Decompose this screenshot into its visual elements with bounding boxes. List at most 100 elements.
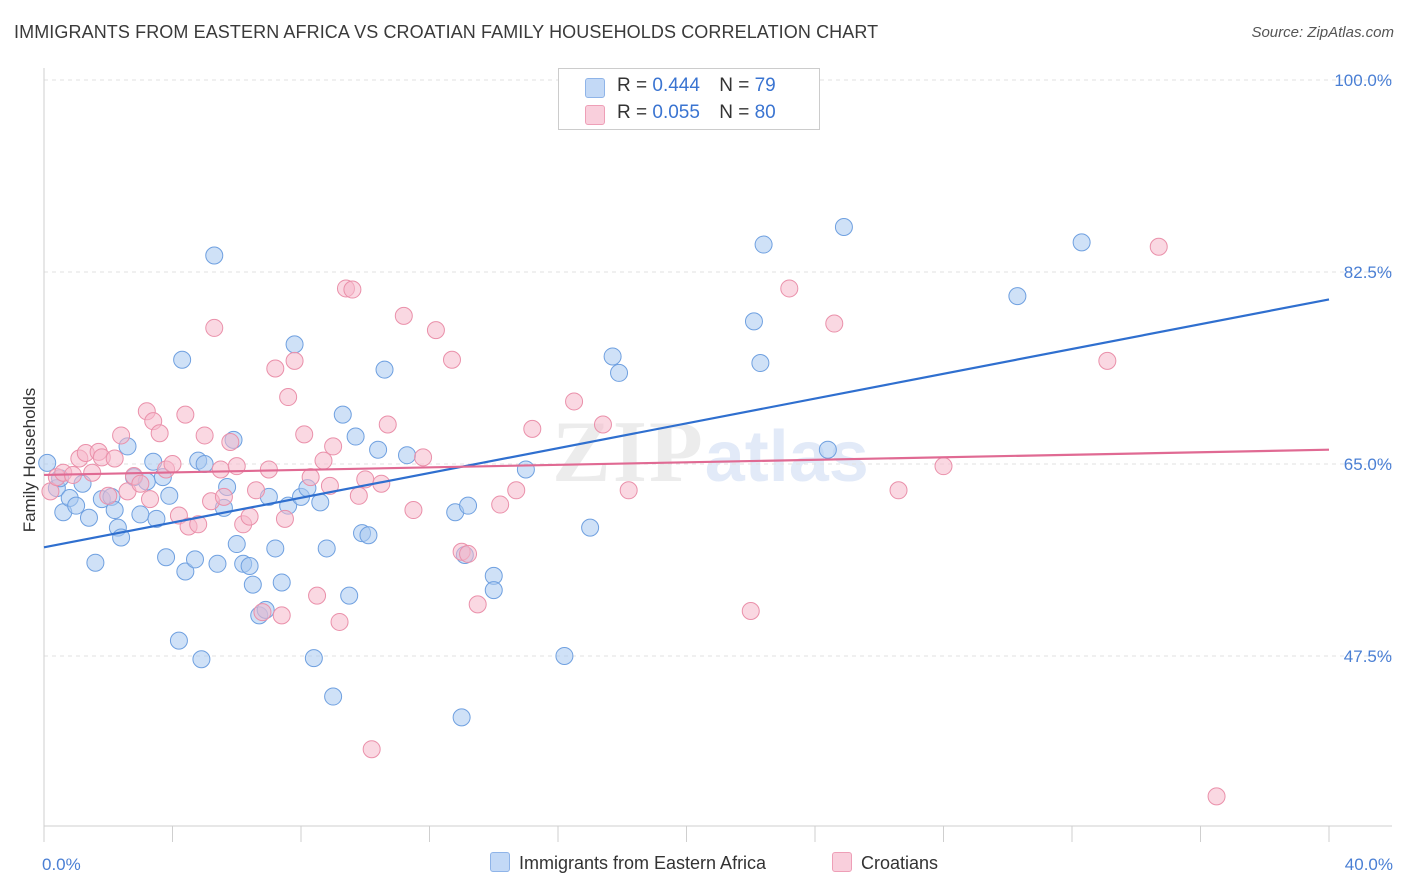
legend-row-pink: R = 0.055 N = 80	[585, 102, 776, 125]
blue-trend-line	[43, 298, 1330, 549]
blue-point	[205, 246, 224, 265]
blue-point	[369, 440, 388, 459]
blue-point	[340, 586, 359, 605]
blue-point	[176, 562, 195, 581]
blue-point	[67, 496, 86, 515]
pink-point	[825, 314, 844, 333]
pink-point	[343, 280, 362, 299]
pink-point	[330, 612, 349, 631]
pink-point	[593, 415, 612, 434]
legend-row-blue: R = 0.444 N = 79	[585, 75, 776, 98]
blue-point	[555, 646, 574, 665]
blue-point	[818, 440, 837, 459]
pink-point	[394, 306, 413, 325]
pink-point	[491, 495, 510, 514]
blue-point	[311, 493, 330, 512]
blue-point	[157, 548, 176, 567]
blue-point	[317, 539, 336, 558]
pink-point	[150, 424, 169, 443]
blue-point	[304, 649, 323, 668]
pink-point	[279, 388, 298, 407]
y-tick-label: 82.5%	[1344, 263, 1392, 282]
pink-point	[324, 437, 343, 456]
pink-point	[507, 481, 526, 500]
pink-point	[523, 419, 542, 438]
bottom-legend-pink: Croatians	[832, 852, 938, 874]
blue-point	[243, 575, 262, 594]
pink-point	[308, 586, 327, 605]
blue-point	[266, 539, 285, 558]
pink-point	[214, 487, 233, 506]
blue-point	[147, 509, 166, 528]
legend-pink-n-value: 80	[754, 102, 776, 123]
pink-point	[195, 426, 214, 445]
pink-point	[275, 509, 294, 528]
blue-point	[484, 581, 503, 600]
blue-point	[285, 335, 304, 354]
legend-blue-r-value: 0.444	[652, 75, 700, 96]
pink-point	[105, 449, 124, 468]
blue-point	[272, 573, 291, 592]
blue-point	[38, 453, 57, 472]
pink-point	[619, 481, 638, 500]
blue-point	[581, 518, 600, 537]
pink-point	[141, 490, 160, 509]
blue-point	[516, 460, 535, 479]
pink-point	[889, 481, 908, 500]
pink-point	[295, 425, 314, 444]
y-tick-label: 65.0%	[1344, 455, 1392, 474]
blue-point	[1008, 287, 1027, 306]
blue-point	[398, 446, 417, 465]
legend-pink-n-label: N =	[719, 102, 755, 123]
blue-point	[603, 347, 622, 366]
pink-point	[205, 318, 224, 337]
pink-point	[1207, 787, 1226, 806]
bottom-legend-swatch-blue	[490, 852, 510, 872]
blue-point	[208, 554, 227, 573]
legend-pink-r-value: 0.055	[652, 102, 700, 123]
pink-point	[741, 601, 760, 620]
bottom-legend-label-pink: Croatians	[861, 853, 939, 873]
pink-point	[301, 468, 320, 487]
pink-point	[189, 515, 208, 534]
stats-legend: R = 0.444 N = 79 R = 0.055 N = 80	[558, 68, 820, 130]
legend-blue-r-label: R =	[617, 75, 653, 96]
blue-point	[79, 508, 98, 527]
y-tick-label: 47.5%	[1344, 647, 1392, 666]
pink-point	[320, 476, 339, 495]
pink-point	[442, 350, 461, 369]
blue-point	[452, 708, 471, 727]
bottom-legend-swatch-pink	[832, 852, 852, 872]
blue-point	[459, 496, 478, 515]
pink-point	[404, 501, 423, 520]
pink-point	[1098, 351, 1117, 370]
blue-point	[834, 218, 853, 237]
pink-point	[285, 351, 304, 370]
legend-swatch-blue	[585, 78, 605, 98]
legend-blue-n-label: N =	[719, 75, 755, 96]
pink-point	[163, 454, 182, 473]
blue-point	[744, 312, 763, 331]
blue-point	[324, 687, 343, 706]
blue-point	[131, 505, 150, 524]
pink-point	[266, 359, 285, 378]
pink-point	[934, 457, 953, 476]
x-tick-label-max: 40.0%	[1345, 855, 1393, 874]
pink-point	[426, 321, 445, 340]
pink-point	[240, 507, 259, 526]
blue-point	[375, 360, 394, 379]
x-tick-label-min: 0.0%	[42, 855, 81, 874]
blue-point	[240, 556, 259, 575]
pink-point	[378, 415, 397, 434]
blue-point	[86, 553, 105, 572]
blue-point	[195, 454, 214, 473]
blue-point	[610, 363, 629, 382]
pink-point	[247, 481, 266, 500]
pink-point	[414, 448, 433, 467]
pink-point	[176, 405, 195, 424]
pink-trend-line	[43, 448, 1330, 477]
blue-point	[754, 235, 773, 254]
pink-point	[253, 603, 272, 622]
blue-point	[333, 405, 352, 424]
